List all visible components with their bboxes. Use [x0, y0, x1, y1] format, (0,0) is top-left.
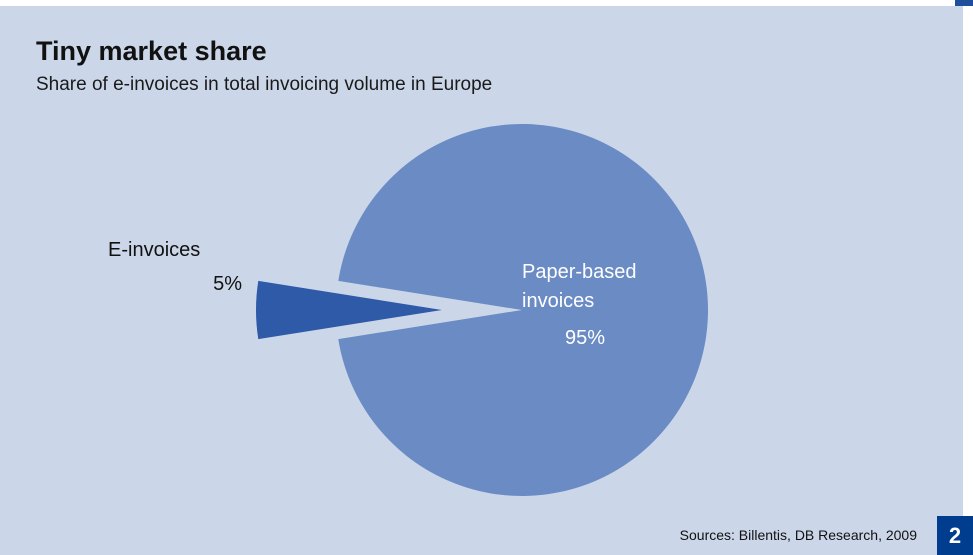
slice-value-paper: 95% [565, 327, 605, 349]
source-note: Sources: Billentis, DB Research, 2009 [679, 527, 917, 543]
page-number-badge: 2 [937, 516, 973, 555]
pie-slice-paper-based-invoices [338, 123, 709, 497]
slice-label-paper-line1: Paper-based [522, 261, 637, 283]
slice-label-paper-line2: invoices [522, 290, 594, 312]
chart-subtitle: Share of e-invoices in total invoicing v… [36, 74, 493, 95]
slice-value-e-invoices: 5% [213, 273, 242, 295]
slice-label-e-invoices: E-invoices [108, 239, 200, 261]
pie-slice-e-invoices [256, 280, 442, 340]
chart-title: Tiny market share [36, 36, 267, 66]
corner-accent [955, 0, 973, 6]
